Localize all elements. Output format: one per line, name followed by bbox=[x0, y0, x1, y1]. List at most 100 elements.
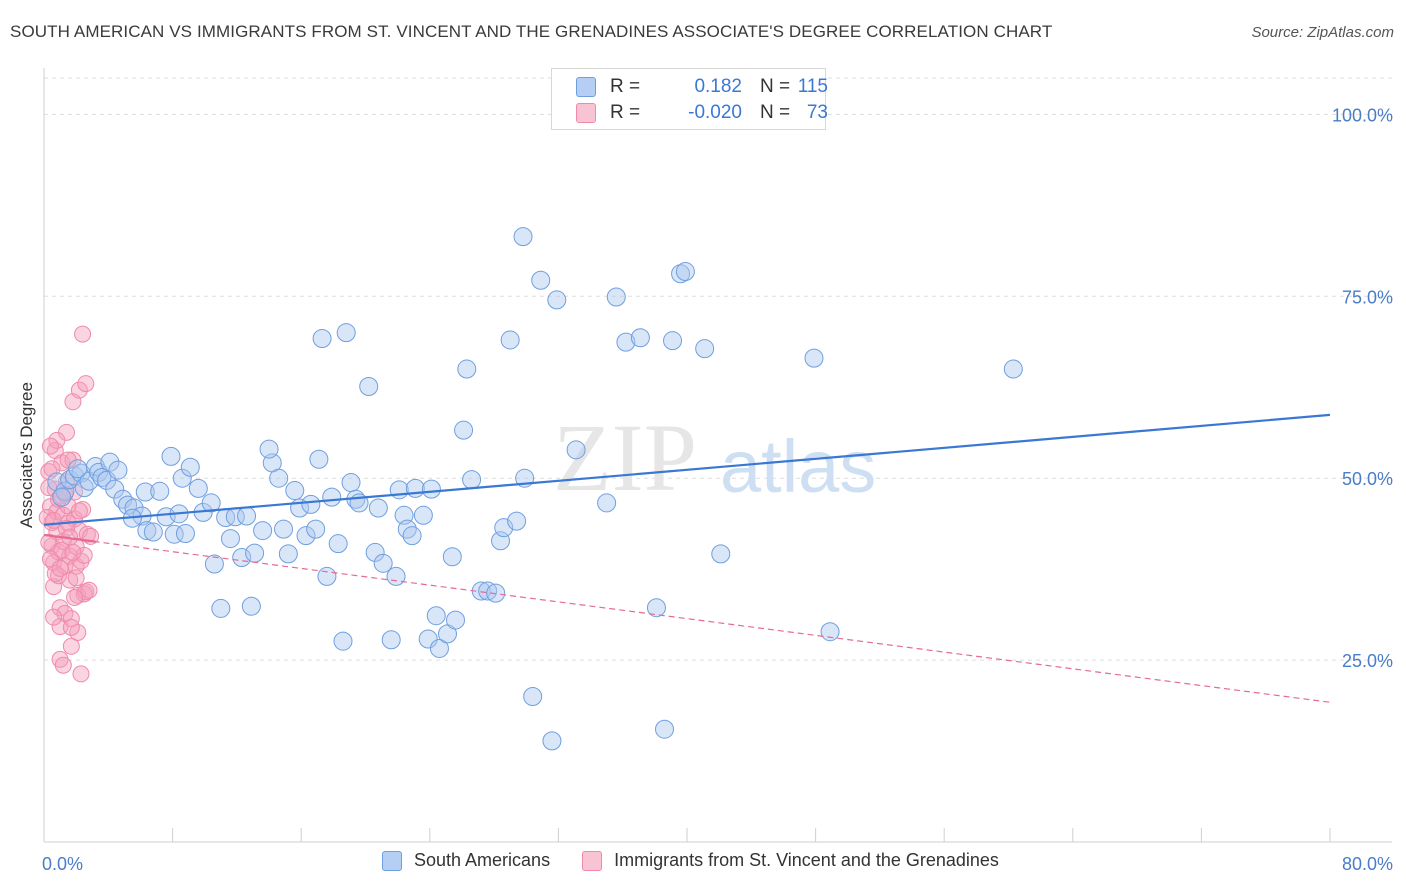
axes bbox=[43, 68, 1392, 843]
n-value: 73 bbox=[806, 102, 828, 123]
data-point-south-americans bbox=[418, 629, 438, 649]
watermark-atlas: atlas bbox=[720, 425, 876, 508]
watermark: ZIP atlas bbox=[553, 404, 876, 511]
data-point-immigrants bbox=[48, 431, 66, 449]
data-point-south-americans bbox=[74, 478, 94, 498]
data-point-immigrants bbox=[58, 519, 76, 537]
data-point-south-americans bbox=[150, 481, 170, 501]
data-point-south-americans bbox=[454, 420, 474, 440]
data-point-south-americans bbox=[309, 449, 329, 469]
data-point-south-americans bbox=[513, 227, 533, 247]
data-point-south-americans bbox=[457, 359, 477, 379]
data-point-south-americans bbox=[405, 478, 425, 498]
data-point-south-americans bbox=[386, 566, 406, 586]
data-point-immigrants bbox=[62, 637, 80, 655]
data-point-south-americans bbox=[389, 480, 409, 500]
data-point-south-americans bbox=[108, 460, 128, 480]
data-point-immigrants bbox=[62, 610, 80, 628]
y-tick-label: 25.0% bbox=[1342, 651, 1393, 671]
data-point-immigrants bbox=[54, 656, 72, 674]
data-point-south-americans bbox=[531, 270, 551, 290]
n-label: N = bbox=[760, 102, 791, 123]
data-point-south-americans bbox=[597, 493, 617, 513]
data-point-immigrants bbox=[78, 525, 96, 543]
data-point-immigrants bbox=[69, 586, 87, 604]
data-point-immigrants bbox=[45, 578, 63, 596]
data-point-south-americans bbox=[143, 522, 163, 542]
bottom-legend: South Americans Immigrants from St. Vinc… bbox=[382, 850, 1031, 871]
x-tick-label: 80.0% bbox=[1342, 854, 1393, 874]
data-point-immigrants bbox=[75, 546, 93, 564]
trend-line-south-americans bbox=[43, 413, 1331, 526]
data-point-south-americans bbox=[105, 479, 125, 499]
data-point-south-americans bbox=[373, 553, 393, 573]
data-point-south-americans bbox=[188, 478, 208, 498]
data-point-south-americans bbox=[500, 330, 520, 350]
data-point-immigrants bbox=[70, 381, 88, 399]
trend-line-immigrants-solid bbox=[43, 533, 96, 543]
data-point-south-americans bbox=[381, 630, 401, 650]
data-point-south-americans bbox=[630, 328, 650, 348]
data-point-immigrants bbox=[51, 559, 69, 577]
data-point-south-americans bbox=[341, 473, 361, 493]
data-point-immigrants bbox=[80, 581, 98, 599]
data-point-south-americans bbox=[402, 526, 422, 546]
data-point-south-americans bbox=[507, 511, 527, 531]
source-label: Source: ZipAtlas.com bbox=[1251, 24, 1394, 41]
data-point-immigrants bbox=[53, 541, 71, 559]
trend-lines bbox=[43, 413, 1331, 703]
data-point-south-americans bbox=[368, 498, 388, 518]
data-point-south-americans bbox=[695, 339, 715, 359]
data-point-south-americans bbox=[161, 446, 181, 466]
data-point-south-americans bbox=[278, 544, 298, 564]
data-point-south-americans bbox=[180, 457, 200, 477]
data-point-south-americans bbox=[269, 468, 289, 488]
data-point-south-americans bbox=[820, 622, 840, 642]
data-point-south-americans bbox=[253, 521, 273, 541]
data-point-immigrants bbox=[62, 618, 80, 636]
data-point-south-americans bbox=[566, 440, 586, 460]
data-point-south-americans bbox=[306, 519, 326, 539]
y-tick-label: 100.0% bbox=[1332, 105, 1393, 125]
data-point-south-americans bbox=[175, 523, 195, 543]
data-point-south-americans bbox=[426, 606, 446, 626]
legend-label: South Americans bbox=[414, 850, 551, 870]
data-point-south-americans bbox=[211, 598, 231, 618]
data-point-immigrants bbox=[46, 565, 64, 583]
pink-swatch bbox=[576, 103, 596, 123]
chart-title: SOUTH AMERICAN VS IMMIGRANTS FROM ST. VI… bbox=[10, 22, 1053, 41]
data-point-south-americans bbox=[285, 481, 305, 501]
data-point-south-americans bbox=[274, 519, 294, 539]
data-point-immigrants bbox=[72, 665, 90, 683]
legend-item-south-americans[interactable]: South Americans bbox=[382, 850, 550, 871]
data-point-south-americans bbox=[201, 493, 221, 513]
data-point-south-americans bbox=[365, 542, 385, 562]
data-point-south-americans bbox=[462, 470, 482, 490]
legend-label: Immigrants from St. Vincent and the Gren… bbox=[614, 850, 999, 870]
data-point-south-americans bbox=[52, 487, 72, 507]
data-point-south-americans bbox=[421, 479, 441, 499]
data-point-immigrants bbox=[41, 437, 59, 455]
blue-swatch bbox=[576, 77, 596, 97]
data-point-south-americans bbox=[156, 507, 176, 527]
data-point-immigrants bbox=[70, 502, 88, 520]
stats-legend: R = 0.182 N = 115 R = -0.020 N = 73 bbox=[551, 68, 828, 130]
data-point-south-americans bbox=[616, 332, 636, 352]
r-value: -0.020 bbox=[688, 102, 742, 123]
data-point-south-americans bbox=[478, 581, 498, 601]
data-point-south-americans bbox=[336, 323, 356, 343]
legend-swatch-pink bbox=[582, 850, 603, 871]
data-point-immigrants bbox=[61, 571, 79, 589]
data-point-south-americans bbox=[241, 596, 261, 616]
data-point-south-americans bbox=[237, 506, 257, 526]
r-label: R = bbox=[610, 102, 641, 123]
data-point-south-americans bbox=[671, 264, 691, 284]
data-point-immigrants bbox=[66, 589, 84, 607]
data-point-south-americans bbox=[301, 494, 321, 514]
data-point-south-americans bbox=[654, 719, 674, 739]
series-south-americans-points bbox=[47, 227, 1023, 751]
data-point-south-americans bbox=[606, 287, 626, 307]
data-point-south-americans bbox=[429, 638, 449, 658]
legend-item-immigrants[interactable]: Immigrants from St. Vincent and the Gren… bbox=[582, 850, 999, 871]
